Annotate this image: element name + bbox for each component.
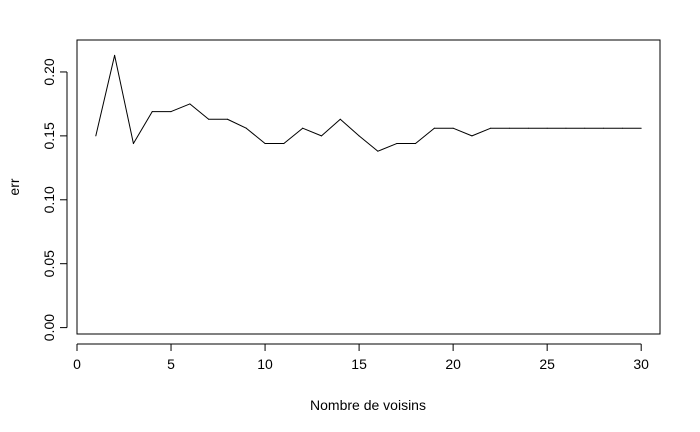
line-segment [452,127,473,137]
x-tick-label: 15 [351,356,367,372]
line-segment [358,135,379,152]
line-segment [377,143,398,152]
x-tick-label: 5 [167,356,175,372]
x-axis-label: Nombre de voisins [310,397,426,413]
x-tick-label: 25 [539,356,555,372]
line-segment [320,118,341,137]
line-segment [95,54,116,137]
line-segment [245,127,266,145]
y-axis: 0.00 0.05 0.10 0.15 0.20 [41,58,68,341]
x-tick-label: 0 [73,356,81,372]
line-segment [226,118,247,129]
line-segment [471,127,492,137]
x-tick-label: 20 [445,356,461,372]
y-axis-label: err [6,178,22,195]
line-segment [189,103,210,120]
x-axis: 0 5 10 15 20 25 30 [73,343,649,372]
series-layer [95,54,642,152]
line-segment [283,127,304,145]
line-segment [339,118,360,137]
line-segment [132,111,153,145]
line-segment [114,54,134,145]
plot-frame [76,39,661,335]
series-line-0 [95,54,642,152]
y-tick-label: 0.20 [41,58,57,85]
x-tick-label: 30 [633,356,649,372]
y-tick-label: 0.05 [41,250,57,277]
x-tick-label: 10 [257,356,273,372]
y-tick-label: 0.10 [41,186,57,213]
line-segment [302,127,322,137]
y-tick-label: 0.15 [41,122,57,149]
line-segment [415,127,435,145]
line-segment [170,103,191,113]
y-tick-label: 0.00 [41,314,57,341]
